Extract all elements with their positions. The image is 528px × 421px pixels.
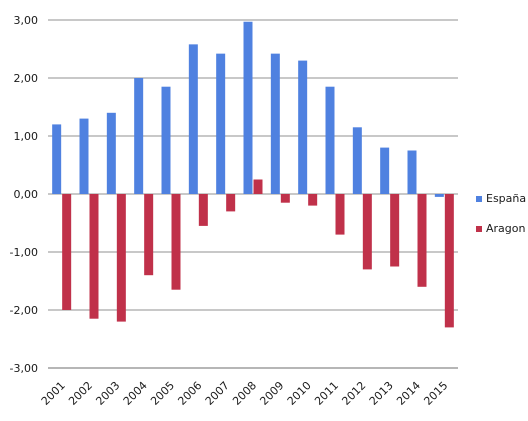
bar-aragon-2012: [362, 194, 372, 270]
bar-espana-2013: [380, 147, 390, 194]
bar-espana-2015: [434, 194, 444, 197]
x-axis-ticks: 2001200220032004200520062007200820092010…: [39, 379, 451, 408]
bar-espana-2014: [407, 150, 417, 194]
bar-aragon-2008: [253, 179, 263, 194]
bar-aragon-2001: [62, 194, 72, 310]
x-tick-label: 2011: [312, 379, 341, 408]
y-tick-label: 1,00: [14, 130, 39, 143]
x-tick-label: 2008: [230, 379, 259, 408]
x-tick-label: 2014: [394, 379, 423, 408]
y-tick-label: 2,00: [14, 72, 39, 85]
x-tick-label: 2001: [39, 379, 68, 408]
x-tick-label: 2010: [285, 379, 314, 408]
bar-aragon-2015: [444, 194, 454, 328]
bar-aragon-2005: [171, 194, 181, 290]
bar-aragon-2006: [198, 194, 208, 226]
x-tick-label: 2002: [66, 379, 95, 408]
bar-aragon-2014: [417, 194, 427, 287]
gridlines: [48, 19, 458, 369]
x-tick-label: 2013: [367, 379, 396, 408]
x-tick-label: 2005: [148, 379, 177, 408]
bar-espana-2003: [106, 112, 116, 194]
bar-espana-2011: [325, 86, 335, 194]
bar-aragon-2002: [89, 194, 99, 319]
x-tick-label: 2015: [421, 379, 450, 408]
x-tick-label: 2012: [339, 379, 368, 408]
x-tick-label: 2003: [93, 379, 122, 408]
bar-espana-2006: [188, 44, 198, 194]
legend: España Aragon: [476, 192, 526, 235]
bar-aragon-2009: [280, 194, 290, 203]
y-tick-label: 0,00: [14, 188, 39, 201]
bar-espana-2008: [243, 21, 253, 194]
bar-aragon-2013: [390, 194, 400, 267]
y-tick-label: -1,00: [10, 246, 38, 259]
y-axis-ticks: 3,00 2,00 1,00 0,00 -1,00 -2,00 -3,00: [10, 14, 38, 375]
bar-espana-2004: [134, 78, 144, 194]
legend-swatch-espana: [476, 196, 482, 202]
bars: [52, 21, 454, 328]
bar-espana-2005: [161, 86, 171, 194]
legend-label-aragon: Aragon: [486, 222, 526, 235]
bar-aragon-2003: [116, 194, 126, 322]
x-tick-label: 2006: [175, 379, 204, 408]
bar-espana-2012: [352, 127, 362, 194]
bar-espana-2007: [216, 53, 226, 194]
bar-espana-2009: [270, 53, 280, 194]
legend-swatch-aragon: [476, 226, 482, 232]
x-tick-label: 2004: [121, 379, 150, 408]
x-tick-label: 2009: [257, 379, 286, 408]
bar-aragon-2007: [226, 194, 236, 212]
bar-aragon-2010: [308, 194, 318, 206]
y-tick-label: 3,00: [14, 14, 39, 27]
bar-espana-2010: [298, 60, 308, 194]
bar-espana-2001: [52, 124, 62, 194]
bar-aragon-2004: [144, 194, 154, 276]
bar-aragon-2011: [335, 194, 345, 235]
y-tick-label: -3,00: [10, 362, 38, 375]
y-tick-label: -2,00: [10, 304, 38, 317]
bar-espana-2002: [79, 118, 89, 194]
x-tick-label: 2007: [203, 379, 232, 408]
legend-label-espana: España: [486, 192, 526, 205]
